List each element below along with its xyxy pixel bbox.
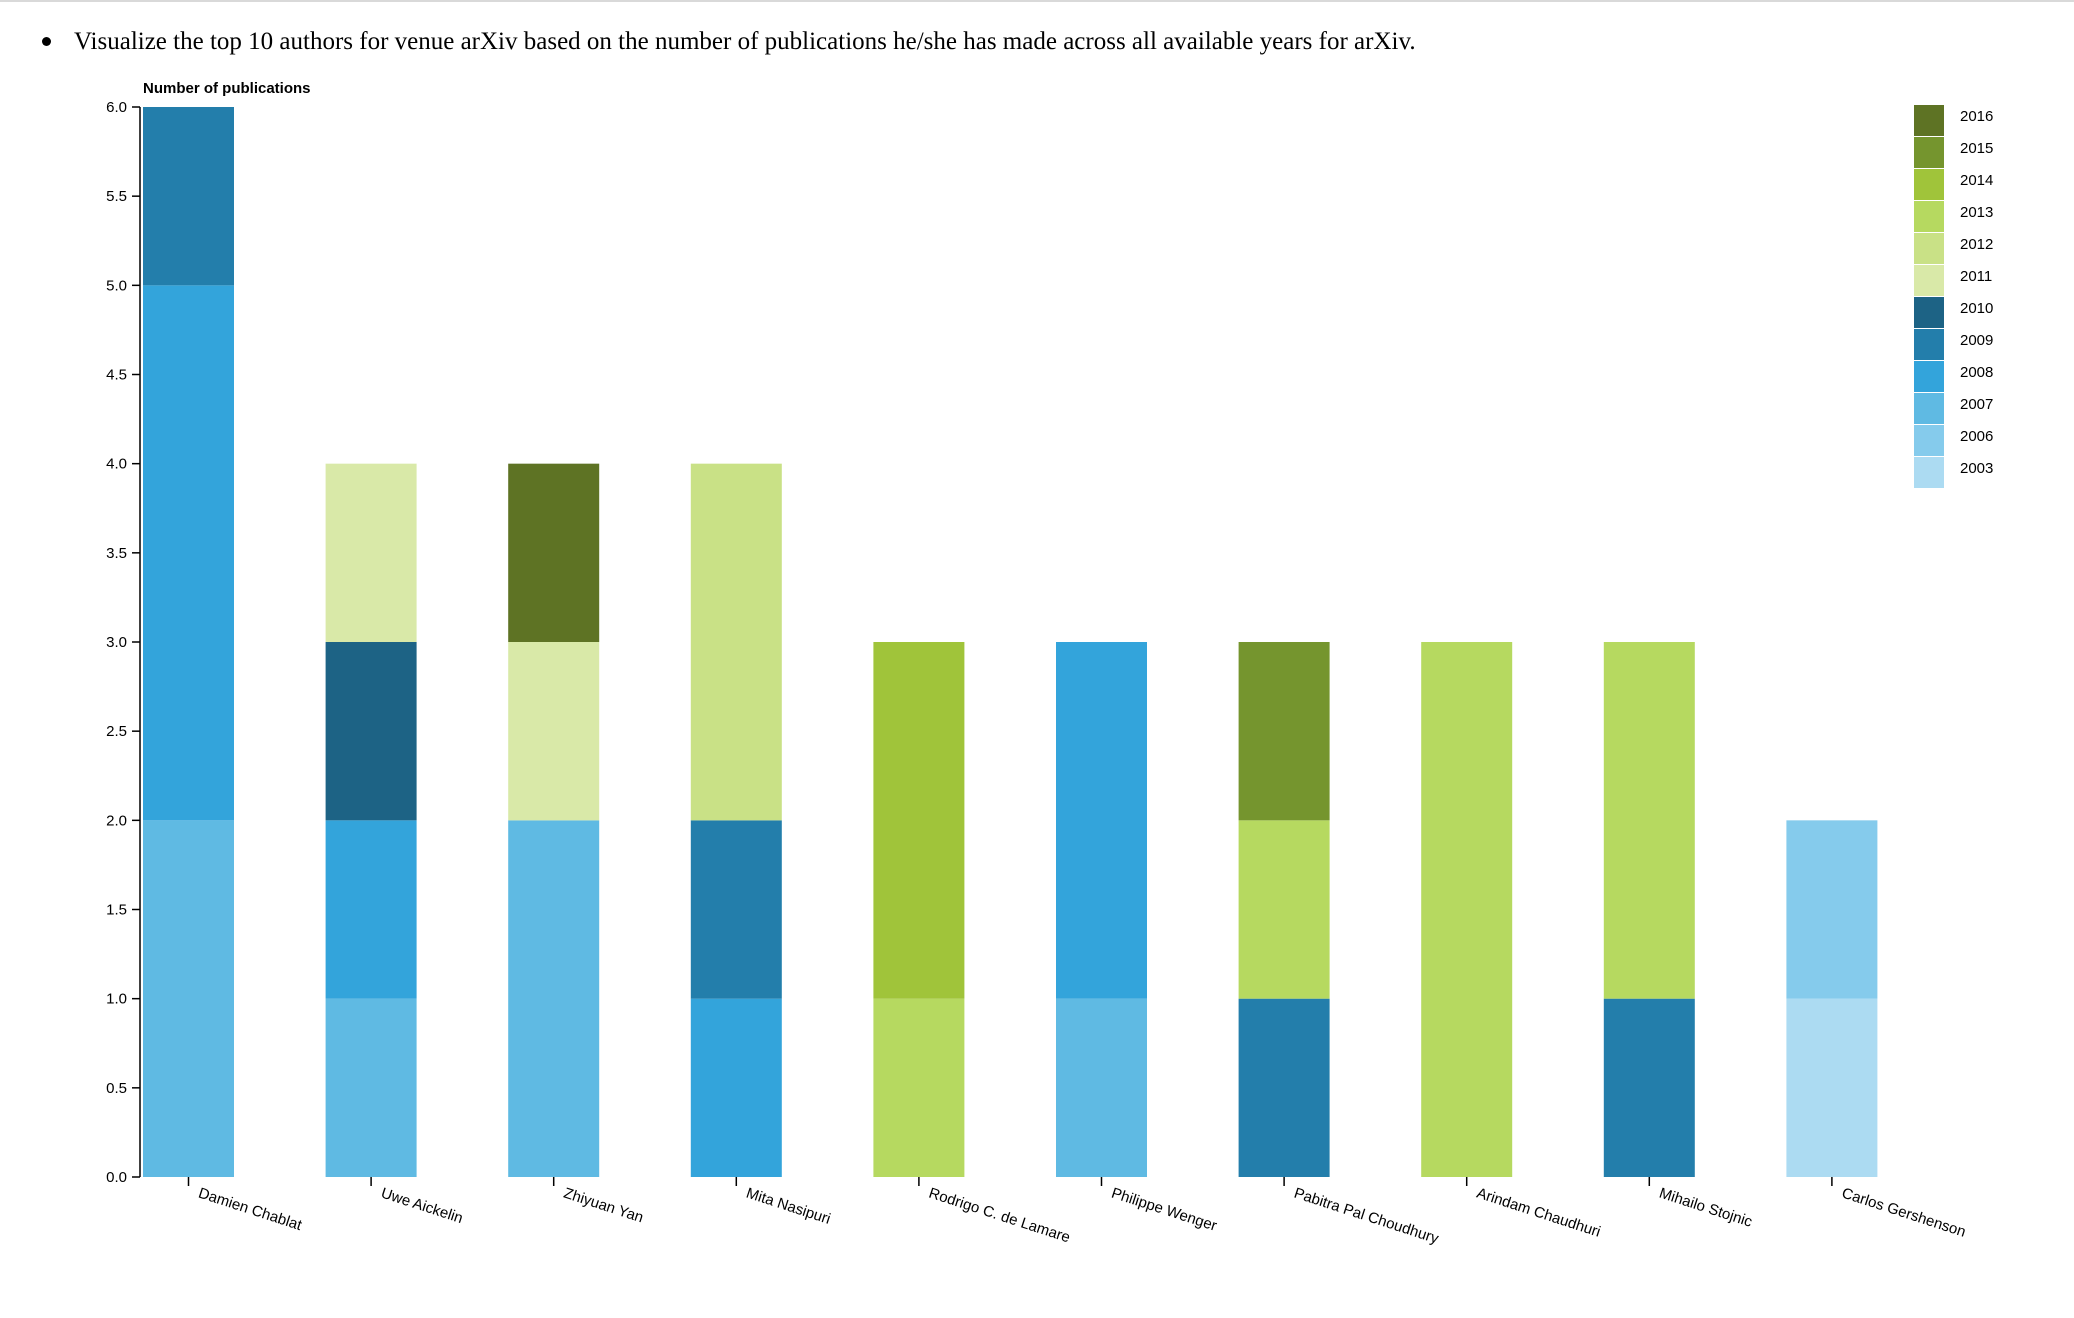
bar-segment <box>1603 642 1695 999</box>
bar-segment <box>1056 642 1147 999</box>
bar-segment <box>143 820 234 1177</box>
legend-label: 2010 <box>1960 300 1993 317</box>
bar-segment <box>1786 820 1878 999</box>
legend-label: 2014 <box>1960 172 1993 189</box>
legend-swatch <box>1914 393 1944 424</box>
bar-segment <box>1056 998 1147 1177</box>
legend-swatch <box>1914 233 1944 264</box>
y-tick-label: 2.0 <box>106 812 127 829</box>
legend-label: 2006 <box>1960 428 1993 445</box>
legend-swatch <box>1914 361 1944 392</box>
x-tick-label: Uwe Aickelin <box>379 1185 465 1227</box>
bar-segment <box>1238 820 1330 999</box>
x-tick-label: Philippe Wenger <box>1109 1185 1219 1235</box>
legend-label: 2013 <box>1960 204 1993 221</box>
y-tick-label: 3.5 <box>106 545 127 562</box>
x-tick-label: Mita Nasipuri <box>744 1185 833 1228</box>
y-tick-label: 6.0 <box>106 99 127 116</box>
bar-segment <box>1238 642 1330 821</box>
bars-layer <box>143 107 1878 1177</box>
question-text: Visualize the top 10 authors for venue a… <box>74 28 1416 55</box>
y-tick-label: 0.5 <box>106 1080 127 1097</box>
y-tick-label: 5.5 <box>106 188 127 205</box>
bar-segment <box>690 998 782 1177</box>
legend-swatch <box>1914 265 1944 296</box>
bar-segment <box>1603 998 1695 1177</box>
y-tick-label: 2.5 <box>106 723 127 740</box>
x-tick-label: Carlos Gershenson <box>1840 1185 1968 1241</box>
legend-swatch <box>1914 201 1944 232</box>
legend: 2016 2015 2014 2013 2012 2011 2010 2009 2008 2007… <box>1914 105 1993 488</box>
legend-swatch <box>1914 425 1944 456</box>
bar-segment <box>143 107 234 286</box>
legend-label: 2003 <box>1960 460 1993 477</box>
x-tick-label: Damien Chablat <box>196 1185 304 1235</box>
legend-swatch <box>1914 137 1944 168</box>
x-tick-label: Mihailo Stojnic <box>1657 1185 1755 1231</box>
x-tick-label: Rodrigo C. de Lamare <box>927 1185 1073 1247</box>
bar-segment <box>325 463 417 642</box>
y-tick-label: 4.0 <box>106 456 127 473</box>
legend-label: 2012 <box>1960 236 1993 253</box>
bar-segment <box>508 642 600 821</box>
bar-segment <box>325 820 417 999</box>
y-tick-label: 5.0 <box>106 277 127 294</box>
y-tick-label: 1.5 <box>106 902 127 919</box>
legend-swatch <box>1914 329 1944 360</box>
legend-swatch <box>1914 457 1944 488</box>
bar-segment <box>1421 642 1513 1177</box>
bar-segment <box>325 642 417 821</box>
x-tick-label: Pabitra Pal Choudhury <box>1292 1185 1441 1248</box>
bar-segment <box>1786 998 1878 1177</box>
x-tick-label: Zhiyuan Yan <box>561 1185 645 1227</box>
legend-label: 2009 <box>1960 332 1993 349</box>
bar-segment <box>873 998 965 1177</box>
legend-label: 2015 <box>1960 140 1993 157</box>
bar-segment <box>508 820 600 1177</box>
question-item: Visualize the top 10 authors for venue a… <box>42 24 1416 60</box>
legend-label: 2016 <box>1960 108 1993 125</box>
bar-segment <box>143 285 234 821</box>
y-tick-label: 4.5 <box>106 367 127 384</box>
question-list: Visualize the top 10 authors for venue a… <box>42 24 1416 60</box>
y-tick-label: 0.0 <box>106 1169 127 1186</box>
top-divider <box>0 0 2074 2</box>
bar-segment <box>873 642 965 999</box>
legend-label: 2011 <box>1960 268 1992 285</box>
x-tick-label: Arindam Chaudhuri <box>1474 1185 1602 1241</box>
y-tick-label: 1.0 <box>106 991 127 1008</box>
y-axis-title: Number of publications <box>143 80 311 97</box>
bar-segment <box>690 820 782 999</box>
legend-label: 2007 <box>1960 396 1993 413</box>
legend-swatch <box>1914 105 1944 136</box>
y-axis: 0.0 0.5 1.0 1.5 2.0 2.5 3.0 3.5 4.0 4.5 5.0 5.5 6.0 <box>106 99 141 1186</box>
bar-segment <box>690 463 782 821</box>
legend-label: 2008 <box>1960 364 1993 381</box>
bar-segment <box>325 998 417 1177</box>
bar-segment <box>508 463 600 642</box>
bar-segment <box>1238 998 1330 1177</box>
x-axis: Damien Chablat Uwe Aickelin Zhiyuan Yan Mit… <box>187 1177 1968 1248</box>
bullet-icon <box>42 36 51 46</box>
y-tick-label: 3.0 <box>106 634 127 651</box>
legend-swatch <box>1914 169 1944 200</box>
legend-swatch <box>1914 297 1944 328</box>
